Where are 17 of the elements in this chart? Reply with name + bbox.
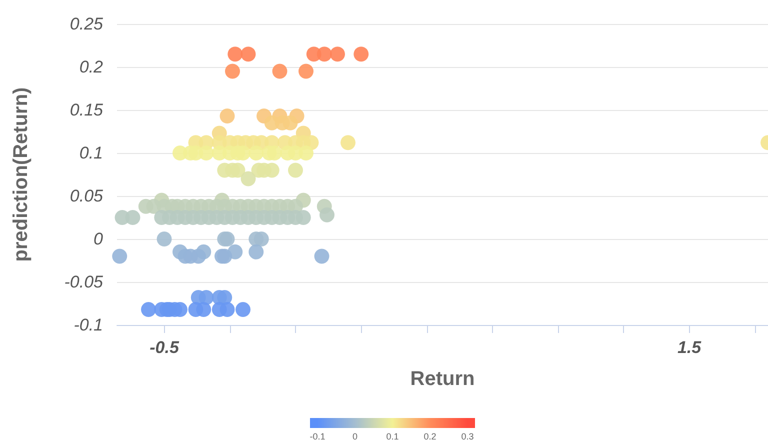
- x-tick-label: -0.5: [150, 338, 180, 357]
- color-bar-label: 0.1: [386, 432, 399, 442]
- y-tick-label: 0: [94, 230, 104, 248]
- y-tick-label: 0.25: [70, 14, 104, 34]
- y-tick-label: 0.05: [70, 186, 104, 206]
- y-tick-label: -0.05: [64, 272, 104, 292]
- y-tick-label: -0.1: [74, 316, 103, 334]
- color-bar-label: -0.1: [310, 432, 326, 442]
- y-tick-label: 0.1: [79, 144, 103, 162]
- color-bar-label: 0.2: [424, 432, 436, 442]
- y-axis-title: prediction(Return): [10, 87, 32, 262]
- x-tick-label: 1.5: [677, 338, 702, 357]
- color-bar-label: 0.3: [461, 432, 474, 442]
- y-tick-label: 0.2: [79, 58, 104, 76]
- x-axis-title: Return: [410, 368, 475, 390]
- y-tick-label: 0.15: [70, 100, 104, 120]
- color-bar-label: 0: [352, 432, 358, 442]
